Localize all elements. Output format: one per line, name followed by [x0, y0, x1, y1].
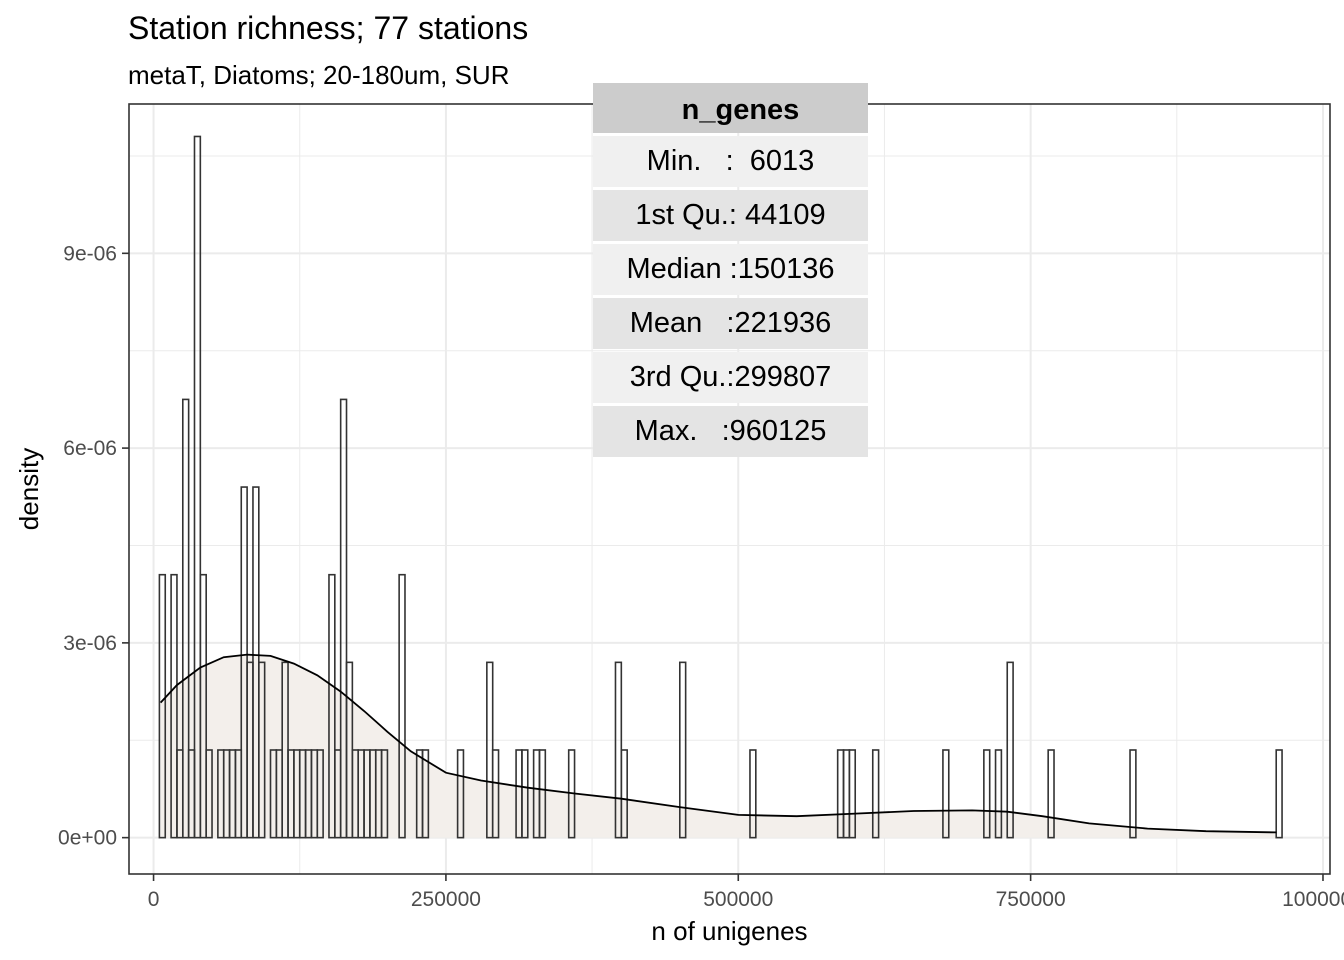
- histogram-bar: [456, 749, 465, 839]
- histogram-bar: [328, 573, 336, 839]
- histogram-bar: [749, 749, 757, 839]
- density-area: [160, 654, 1277, 838]
- histogram-bar: [620, 749, 628, 839]
- x-tick-label: 500000: [703, 888, 773, 911]
- summary-table: n_genes Min. : 6013 1st Qu.: 44109 Media…: [593, 83, 868, 457]
- histogram-bar: [316, 749, 324, 839]
- summary-row-max: Max. :960125: [593, 406, 868, 457]
- y-tick-label: 0e+00: [58, 827, 117, 850]
- x-tick-label: 750000: [996, 888, 1066, 911]
- histogram-bar: [491, 749, 500, 839]
- histogram-bar: [1006, 661, 1014, 839]
- y-axis-title: density: [14, 448, 44, 530]
- histogram-bar: [1275, 749, 1283, 839]
- histogram-bar: [199, 573, 207, 839]
- summary-row-q1: 1st Qu.: 44109: [593, 190, 868, 241]
- summary-row-mean: Mean :221936: [593, 298, 868, 349]
- histogram-bar: [994, 749, 1003, 839]
- summary-row-q3: 3rd Qu.:299807: [593, 352, 868, 403]
- histogram-bar: [871, 749, 880, 839]
- histogram-bar: [181, 398, 190, 839]
- histogram-bar: [205, 749, 213, 839]
- chart-title: Station richness; 77 stations: [128, 10, 529, 46]
- density-line: [159, 653, 1277, 834]
- histogram-bar: [521, 749, 529, 839]
- histogram-bar: [380, 749, 389, 839]
- y-tick-label: 6e-06: [63, 437, 117, 460]
- histogram-bar: [942, 749, 950, 839]
- y-tick-label: 9e-06: [63, 242, 117, 265]
- histogram-bar: [538, 749, 547, 839]
- histogram-bar: [170, 573, 178, 839]
- x-tick-label: 0: [148, 888, 160, 911]
- summary-table-header: n_genes: [593, 83, 868, 133]
- chart-subtitle: metaT, Diatoms; 20-180um, SUR: [128, 60, 510, 90]
- histogram-bar: [158, 573, 167, 839]
- histogram-bar: [339, 398, 348, 839]
- histogram-bar: [983, 749, 991, 839]
- histogram-bar: [421, 749, 430, 839]
- histogram-bar: [258, 661, 266, 839]
- x-tick-label: 250000: [411, 888, 481, 911]
- histogram-bar: [193, 135, 202, 839]
- x-tick-label: 1000000: [1282, 888, 1344, 911]
- histogram-bar: [1047, 749, 1055, 839]
- histogram-bar: [848, 749, 857, 839]
- histogram-bar: [678, 661, 687, 839]
- summary-row-median: Median :150136: [593, 244, 868, 295]
- summary-row-min: Min. : 6013: [593, 136, 868, 187]
- x-axis-title: n of unigenes: [651, 916, 807, 946]
- histogram-bar: [398, 573, 406, 839]
- y-tick-label: 3e-06: [63, 632, 117, 655]
- histogram-bar: [1129, 749, 1137, 839]
